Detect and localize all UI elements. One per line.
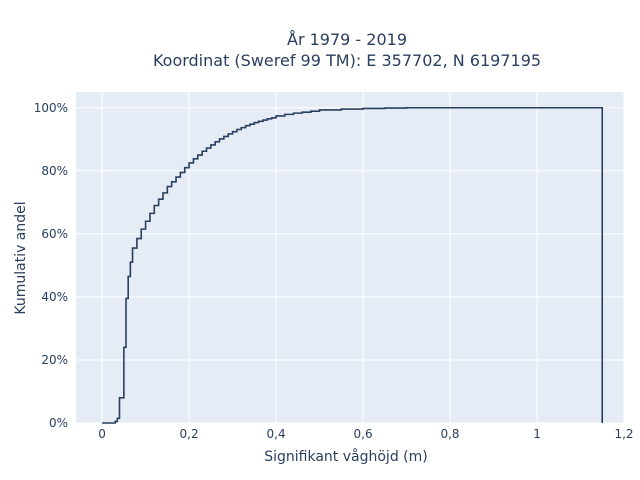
x-tick-label: 0,2 — [180, 427, 199, 441]
y-axis-ticks: 0% 20% 40% 60% 80% 100% — [34, 101, 68, 430]
chart-title-line1: År 1979 - 2019 — [287, 30, 407, 49]
x-tick-label: 0,8 — [440, 427, 459, 441]
chart-title-line2: Koordinat (Sweref 99 TM): E 357702, N 61… — [153, 51, 541, 70]
y-tick-label: 60% — [41, 227, 68, 241]
x-tick-label: 1 — [533, 427, 541, 441]
y-tick-label: 100% — [34, 101, 68, 115]
cdf-series-line — [102, 106, 604, 424]
y-tick-label: 20% — [41, 353, 68, 367]
x-axis-ticks: 0 0,2 0,4 0,6 0,8 1 1,2 — [98, 427, 633, 441]
x-tick-label: 1,2 — [614, 427, 633, 441]
x-tick-label: 0 — [98, 427, 106, 441]
y-tick-label: 40% — [41, 290, 68, 304]
x-tick-label: 0,4 — [267, 427, 286, 441]
x-tick-label: 0,6 — [354, 427, 373, 441]
series-layer — [102, 106, 604, 424]
y-tick-label: 80% — [41, 164, 68, 178]
y-axis-title: Kumulativ andel — [13, 201, 29, 314]
plot-area — [76, 92, 624, 423]
x-axis-title: Signifikant våghöjd (m) — [264, 448, 427, 465]
y-tick-label: 0% — [49, 416, 68, 430]
